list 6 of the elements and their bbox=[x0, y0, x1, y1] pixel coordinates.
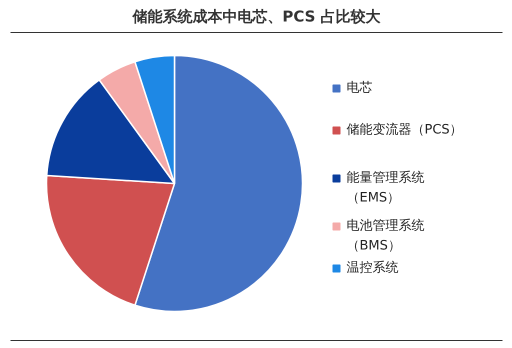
chart-title: 储能系统成本中电芯、PCS 占比较大 bbox=[131, 8, 382, 26]
legend-label: 电池管理系统（BMS） bbox=[346, 218, 424, 254]
legend-label: 电芯 bbox=[346, 80, 372, 96]
legend-label: 能量管理系统（EMS） bbox=[346, 170, 424, 206]
legend-label: 温控系统 bbox=[346, 260, 398, 276]
legend-label: 储能变流器（PCS） bbox=[346, 122, 463, 138]
